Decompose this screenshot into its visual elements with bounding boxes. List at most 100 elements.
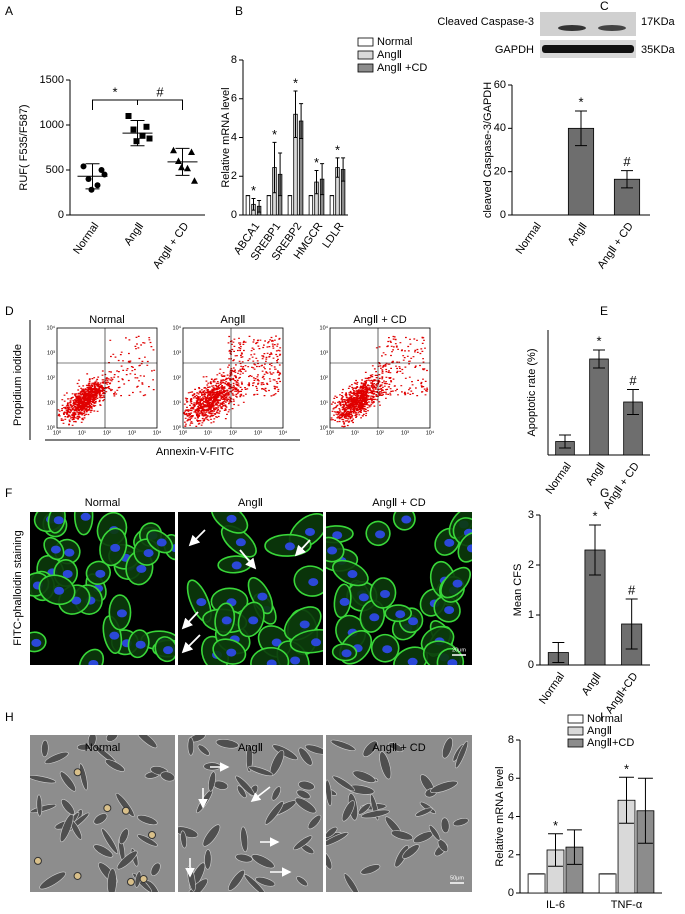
legend-swatch xyxy=(357,50,374,60)
point xyxy=(125,113,132,119)
y-tick-label: 6 xyxy=(231,93,237,105)
error-bar xyxy=(637,777,653,844)
blot-band xyxy=(598,25,626,31)
nucleus xyxy=(452,579,463,588)
panel-letter: C xyxy=(600,0,609,13)
nucleus xyxy=(408,617,419,626)
cell xyxy=(235,853,253,863)
nucleus xyxy=(375,530,386,539)
cell xyxy=(264,801,284,825)
cell xyxy=(298,780,315,791)
cell xyxy=(415,807,433,817)
cell xyxy=(360,809,390,819)
x-tick-label: AngⅡ xyxy=(580,671,604,698)
error-bar xyxy=(593,349,605,369)
cell xyxy=(180,830,187,849)
nucleus xyxy=(95,569,106,578)
micrograph-cells xyxy=(30,735,175,892)
round-cell xyxy=(121,806,130,815)
nucleus xyxy=(304,527,315,536)
bracket xyxy=(92,99,183,110)
arrow xyxy=(294,539,311,557)
cell xyxy=(93,844,114,858)
group-label: Normal xyxy=(89,314,124,326)
scale-bar-label: 50μm xyxy=(450,875,464,881)
flow-tick-label: 10⁰ xyxy=(326,429,335,436)
flow-tick-label: 10² xyxy=(103,430,111,436)
flow-y-label: Propidium iodide xyxy=(12,344,24,426)
nucleus xyxy=(382,645,393,654)
nucleus xyxy=(235,538,246,547)
point xyxy=(170,146,177,154)
flow-tick-label: 10³ xyxy=(401,430,409,436)
round-cell xyxy=(73,768,82,777)
nucleus xyxy=(290,656,301,665)
cell xyxy=(246,744,253,773)
y-tick-label: 1000 xyxy=(40,119,64,131)
cell xyxy=(352,770,376,783)
y-tick-label: 1500 xyxy=(40,74,64,86)
cell xyxy=(228,869,245,891)
cell xyxy=(202,824,221,847)
significance: * xyxy=(314,155,319,170)
point xyxy=(98,167,105,173)
y-tick-label: 8 xyxy=(231,54,237,66)
group-label: AngⅡ + CD xyxy=(372,742,425,754)
flow-tick-label: 10⁴ xyxy=(320,324,329,331)
cell xyxy=(402,844,420,859)
legend-swatch xyxy=(567,738,584,748)
blot-size: 35KDa xyxy=(641,44,676,56)
error-bar xyxy=(566,829,582,865)
arrow xyxy=(250,786,271,802)
nucleus xyxy=(339,597,350,606)
panel-letter: A xyxy=(5,4,13,18)
cell xyxy=(208,771,216,792)
significance: * xyxy=(596,333,601,348)
cell xyxy=(332,775,355,792)
round-cell xyxy=(73,871,82,880)
nucleus xyxy=(135,640,146,649)
point xyxy=(146,135,153,142)
nucleus xyxy=(401,515,412,524)
error-bar xyxy=(621,170,633,189)
y-tick-label: 500 xyxy=(46,164,64,176)
group-label: Normal xyxy=(85,742,120,754)
error-bar xyxy=(589,524,601,576)
cell xyxy=(330,739,356,751)
arrow xyxy=(181,611,199,630)
nucleus xyxy=(163,646,174,655)
x-tick-label: AngⅡ xyxy=(584,461,608,488)
cell xyxy=(307,814,322,830)
nucleus xyxy=(257,592,268,601)
nucleus xyxy=(50,545,61,554)
x-tick-label: Normal xyxy=(514,221,544,257)
y-axis-label: Apoptotic rate (%) xyxy=(526,348,538,436)
x-tick-label: IL-6 xyxy=(546,899,565,911)
blot-band-bg xyxy=(540,12,636,36)
nucleus xyxy=(136,564,147,573)
flow-x-label: Annexin-V-FITC xyxy=(156,446,234,458)
cell xyxy=(326,832,349,847)
flow-tick-label: 10² xyxy=(320,375,328,381)
y-tick-label: 4 xyxy=(231,131,237,143)
cell xyxy=(87,735,97,748)
point xyxy=(143,123,150,130)
nucleus xyxy=(248,616,259,625)
point xyxy=(85,176,92,182)
cell xyxy=(41,739,49,758)
y-tick-label: 3 xyxy=(528,509,534,521)
flow-tick-label: 10⁴ xyxy=(426,429,435,436)
error-bar xyxy=(341,157,346,182)
y-tick-label: 2 xyxy=(508,849,514,861)
nucleus xyxy=(231,561,242,570)
cell xyxy=(248,765,274,777)
flow-tick-label: 10¹ xyxy=(351,430,359,436)
x-tick-label: TNF-α xyxy=(611,899,643,911)
cell xyxy=(244,874,266,892)
point xyxy=(80,163,87,170)
nucleus xyxy=(447,659,458,665)
cell xyxy=(107,868,117,892)
flow-tick-label: 10³ xyxy=(173,350,181,356)
panel-letter: G xyxy=(600,486,609,500)
cell xyxy=(59,771,77,792)
